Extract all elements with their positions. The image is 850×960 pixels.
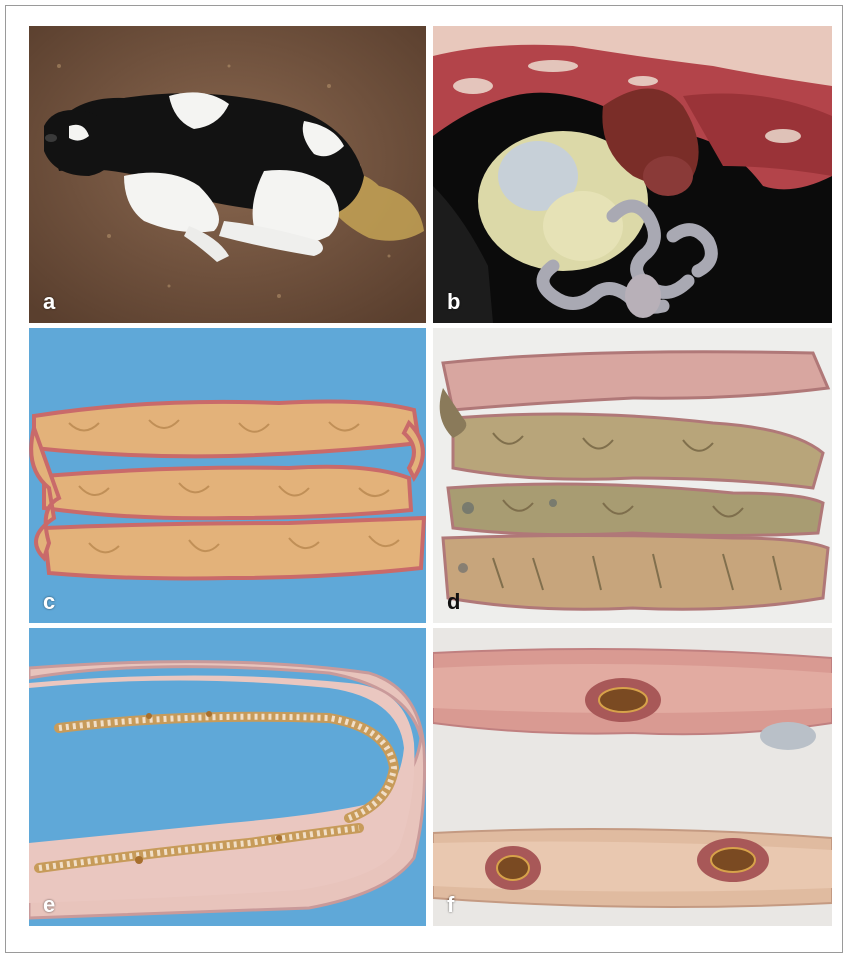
panel-c-intestine-photo: c	[29, 328, 426, 623]
panel-label-f: f	[447, 892, 455, 917]
intestine-ulcers-image	[433, 628, 832, 926]
calf-lying-image	[29, 26, 426, 323]
panel-label-b: b	[447, 289, 461, 314]
panel-label-d: d	[447, 589, 461, 614]
necropsy-organs-image	[433, 26, 832, 323]
opened-intestine-blue-image	[29, 328, 426, 623]
panel-b-necropsy-photo: b	[433, 26, 832, 323]
panel-label-c: c	[43, 589, 56, 614]
panel-a-calf-photo: a	[29, 26, 426, 323]
intestine-fibrinous-content-image	[29, 628, 426, 926]
panel-label-e: e	[43, 892, 56, 917]
panel-d-intestine-photo: d	[433, 328, 832, 623]
panel-label-a: a	[43, 289, 56, 314]
opened-intestine-white-image	[433, 328, 832, 623]
figure-frame: a	[5, 5, 843, 953]
panel-f-intestine-photo: f	[433, 628, 832, 926]
panel-e-intestine-photo: e	[29, 628, 426, 926]
